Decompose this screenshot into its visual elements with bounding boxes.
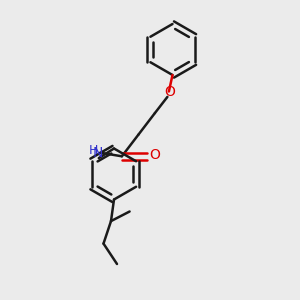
Text: N: N: [93, 146, 103, 160]
Text: O: O: [164, 85, 175, 99]
Text: H: H: [89, 144, 98, 157]
Text: O: O: [149, 148, 160, 162]
